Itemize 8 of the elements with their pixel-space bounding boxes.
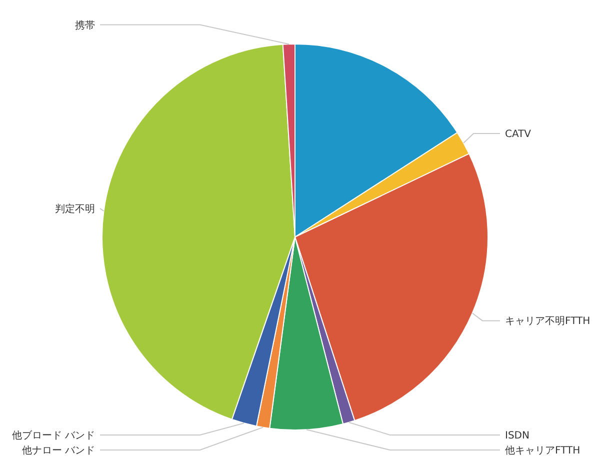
slice-label: 他ナロー バンド: [22, 444, 95, 456]
slice-label: 他ブロード バンド: [12, 430, 95, 442]
slice-label: 携帯: [75, 19, 95, 32]
slice-label: キャリア不明FTTH: [505, 316, 590, 328]
slice-label: ISDN: [505, 430, 530, 442]
slice-label: CATV: [505, 129, 532, 140]
slice-label: 他キャリアFTTH: [505, 444, 580, 456]
slice-label: 判定不明: [55, 202, 95, 215]
